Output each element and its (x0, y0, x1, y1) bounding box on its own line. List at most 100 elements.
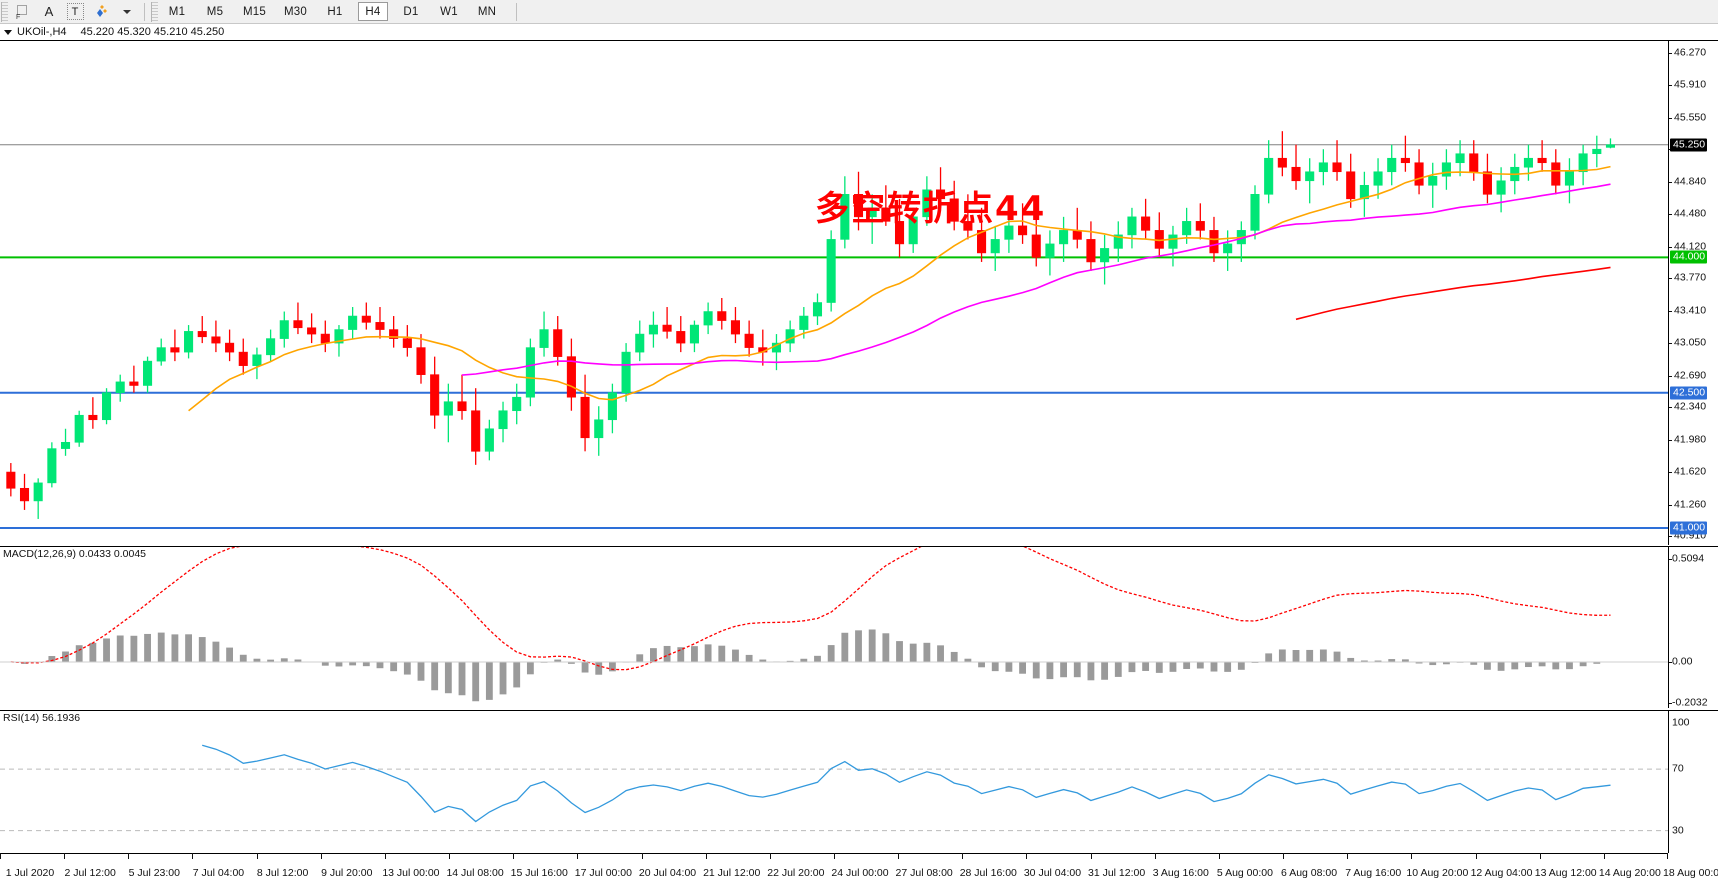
macd-label: MACD(12,26,9) 0.0433 0.0045 (3, 548, 147, 560)
time-axis[interactable]: 1 Jul 2020 2 Jul 12:00 5 Jul 23:00 7 Jul 04… (0, 853, 1718, 892)
objects-icon[interactable] (88, 1, 114, 23)
collapse-triangle-icon[interactable] (4, 29, 12, 35)
time-tick (449, 853, 451, 859)
time-tick-label: 31 Jul 12:00 (1088, 867, 1146, 879)
price-tick-label: 44.840 (1674, 175, 1707, 188)
time-tick (1283, 853, 1285, 859)
time-tick (1347, 853, 1349, 859)
time-tick (1603, 853, 1605, 859)
timeframe-w1[interactable]: W1 (440, 5, 458, 18)
timeframe-h4[interactable]: H4 (357, 2, 388, 21)
level-44-badge[interactable]: 44.000 (1670, 250, 1708, 264)
rsi-label: RSI(14) 56.1936 (3, 712, 81, 724)
time-tick (1026, 853, 1028, 859)
time-tick-label: 8 Jul 12:00 (256, 867, 309, 879)
time-tick (384, 853, 386, 859)
time-tick-label: 14 Aug 20:00 (1598, 867, 1661, 879)
price-tick (1669, 85, 1672, 87)
level-41-badge[interactable]: 41.000 (1670, 521, 1708, 535)
time-tick-label: 28 Jul 16:00 (959, 867, 1017, 879)
macd-tick-label: 0.00 (1672, 655, 1693, 668)
time-tick-label: 5 Aug 00:00 (1216, 867, 1273, 879)
time-tick-label: 27 Jul 08:00 (895, 867, 953, 879)
time-tick (1090, 853, 1092, 859)
timeframe-mn[interactable]: MN (477, 5, 497, 18)
time-tick-label: 15 Jul 16:00 (510, 867, 568, 879)
price-tick (1669, 278, 1672, 280)
rsi-plot-area[interactable] (0, 711, 1668, 853)
timeframe-m30[interactable]: M30 (283, 5, 307, 18)
time-tick (834, 853, 835, 859)
price-tick-label: 44.120 (1674, 240, 1707, 253)
price-tick-label: 44.480 (1674, 207, 1707, 220)
level-42-5-badge[interactable]: 42.500 (1670, 386, 1708, 400)
price-tick (1669, 214, 1672, 216)
timeframe-group: M1 M5 M15 M30 H1 H4 D1 W1 MN (162, 2, 502, 21)
price-tick-label: 42.340 (1674, 400, 1707, 413)
price-tick (1669, 472, 1672, 474)
price-tick-label: 45.910 (1674, 78, 1707, 91)
macd-tick (1669, 559, 1672, 560)
price-tick (1669, 310, 1672, 312)
time-tick-label: 3 Aug 16:00 (1152, 867, 1209, 879)
toolbar-grip[interactable] (1, 1, 8, 22)
time-tick (898, 853, 900, 859)
timeframe-m1[interactable]: M1 (168, 5, 186, 18)
time-tick (0, 853, 1, 859)
price-tick (1669, 181, 1672, 183)
crosshair-icon[interactable]: F (10, 1, 36, 23)
time-tick-label: 1 Jul 2020 (5, 867, 55, 879)
macd-plot-area[interactable] (0, 547, 1668, 708)
timeframe-m5[interactable]: M5 (206, 5, 224, 18)
time-tick-label: 13 Jul 00:00 (382, 867, 440, 879)
macd-panel[interactable]: MACD(12,26,9) 0.0433 0.0045 0.5094 0.00 -0… (0, 546, 1718, 708)
price-tick (1669, 117, 1672, 119)
time-tick-label: 7 Aug 16:00 (1345, 867, 1402, 879)
rsi-tick-label: 30 (1672, 824, 1684, 837)
time-tick-label: 30 Jul 04:00 (1023, 867, 1082, 879)
text-box-icon[interactable]: T (62, 1, 88, 23)
objects-dropdown-arrow-icon[interactable] (114, 1, 140, 23)
price-tick-label: 46.270 (1674, 46, 1707, 59)
timeframe-d1[interactable]: D1 (403, 5, 419, 18)
text-label-icon[interactable]: A (36, 1, 62, 23)
time-tick-label: 14 Jul 08:00 (446, 867, 504, 879)
time-tick-label: 18 Aug 00:00 (1663, 867, 1718, 879)
time-tick-label: 7 Jul 04:00 (192, 867, 245, 879)
price-tick (1669, 343, 1672, 345)
price-tick (1669, 52, 1672, 54)
macd-tick-label: 0.5094 (1672, 552, 1705, 565)
candlestick-svg (0, 131, 1668, 529)
rsi-panel[interactable]: RSI(14) 56.1936 100 70 30 (0, 710, 1718, 853)
time-tick-label: 5 Jul 23:00 (128, 867, 180, 879)
price-axis[interactable]: 46.27045.91045.55045.20044.84044.48044.1… (1668, 41, 1718, 545)
time-tick-label: 12 Aug 04:00 (1470, 867, 1533, 879)
time-tick-label: 2 Jul 12:00 (64, 867, 116, 879)
time-tick (641, 853, 643, 859)
price-tick-label: 42.690 (1674, 369, 1707, 382)
price-tick-label: 41.980 (1674, 433, 1707, 446)
time-tick (1218, 853, 1220, 859)
current-price-badge[interactable]: 45.250 (1670, 138, 1708, 152)
time-tick (513, 853, 515, 859)
toolbar-separator (144, 2, 145, 21)
symbol-label: UKOil-,H4 (17, 26, 67, 38)
macd-tick (1669, 661, 1672, 663)
price-chart-panel[interactable]: 多空转折点44 46.27045.91045.55045.20044.84044… (0, 40, 1718, 545)
time-tick (1667, 853, 1668, 859)
macd-tick-label: -0.2032 (1672, 696, 1708, 709)
time-tick (705, 853, 707, 859)
time-tick (1475, 853, 1477, 859)
time-tick-label: 6 Aug 08:00 (1281, 867, 1338, 879)
time-tick (256, 853, 258, 859)
time-tick-label: 24 Jul 00:00 (831, 867, 889, 879)
price-tick-label: 43.410 (1674, 304, 1707, 317)
price-tick (1669, 375, 1672, 377)
timeframe-m15[interactable]: M15 (243, 5, 266, 18)
price-plot-area[interactable]: 多空转折点44 (0, 41, 1668, 545)
price-tick-label: 43.770 (1674, 271, 1707, 284)
text-box-glyph: T (66, 3, 84, 20)
timeframe-h1[interactable]: H1 (327, 5, 343, 18)
timeframe-grip[interactable] (151, 1, 158, 22)
